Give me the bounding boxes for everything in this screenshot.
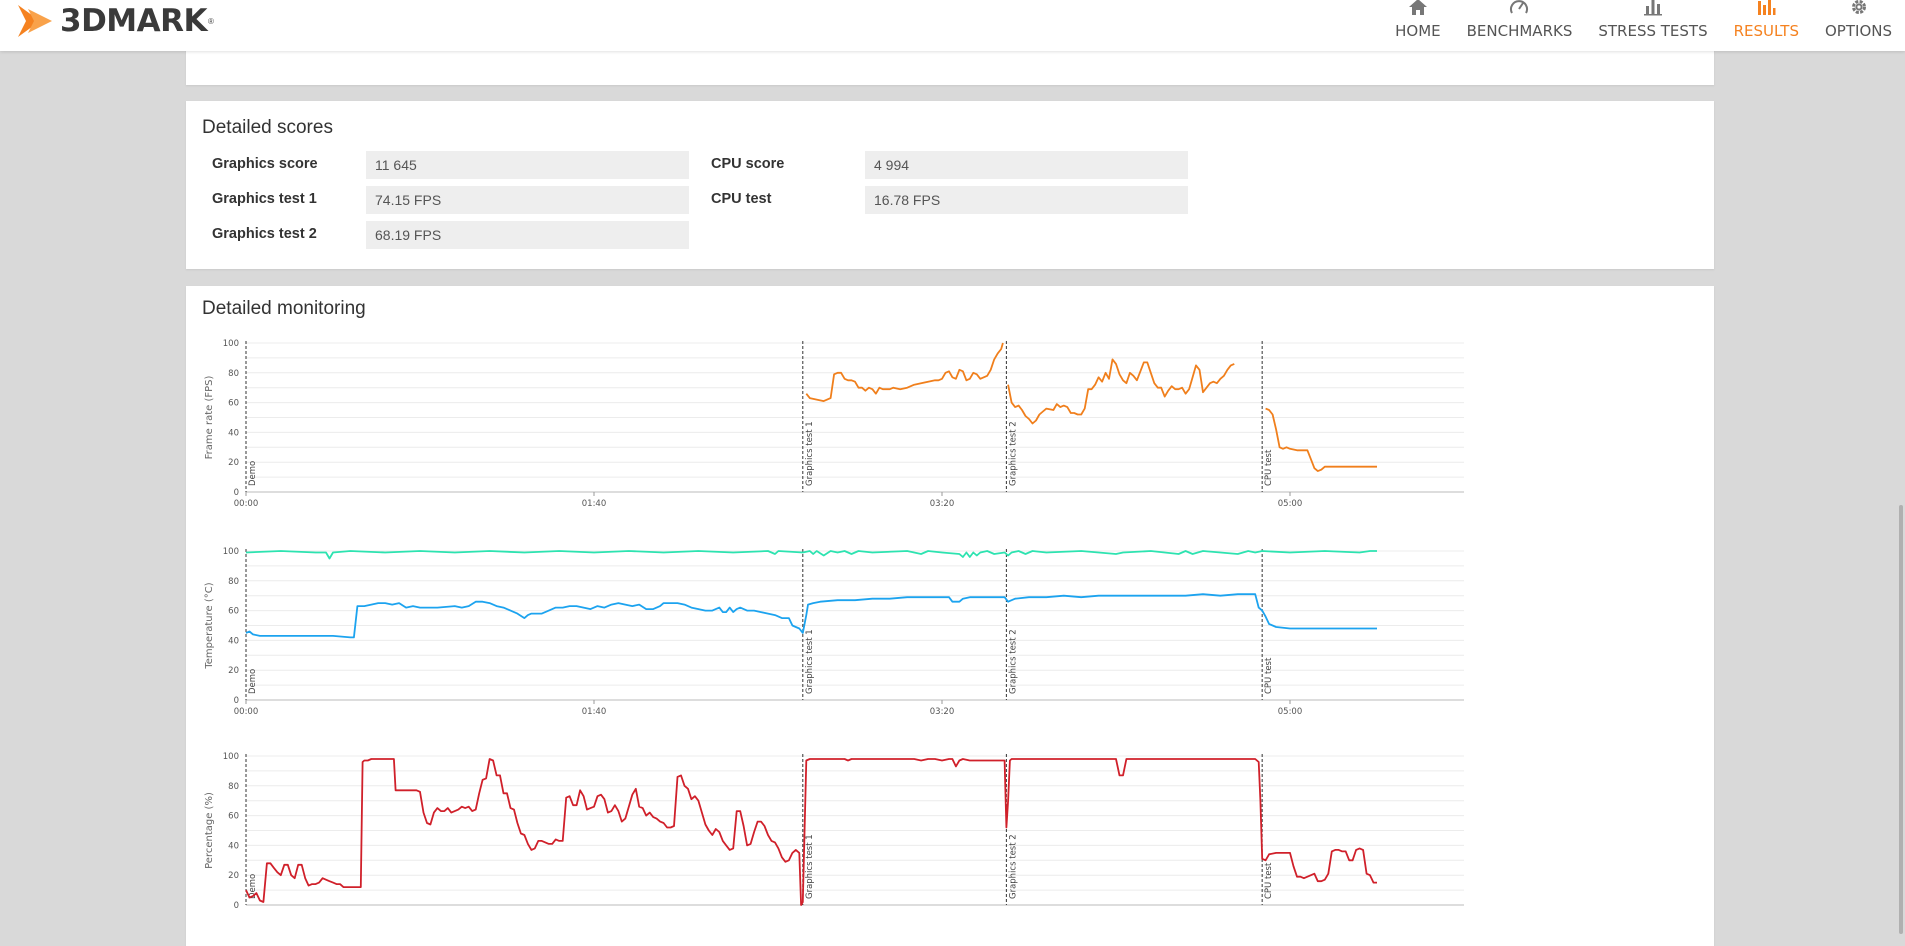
graphics-test2-value: 68.19 FPS [366, 221, 689, 249]
y-tick-label: 40 [228, 636, 239, 646]
detailed-monitoring-panel: Detailed monitoring 0 20 40 60 80 100 Frame ra… [186, 286, 1714, 946]
y-tick-label: 0 [234, 696, 239, 706]
section-marker-label: CPU test [1264, 657, 1274, 694]
x-tick-label: 01:40 [582, 707, 607, 717]
page-scrollbar[interactable] [1899, 505, 1903, 934]
graphics-score-value: 11 645 [366, 151, 689, 179]
cpu-test-value: 16.78 FPS [865, 186, 1188, 214]
y-tick-label: 60 [228, 399, 239, 409]
section-marker-label: Graphics test 1 [805, 834, 815, 899]
home-icon [1408, 0, 1428, 18]
detailed-scores-title: Detailed scores [202, 117, 333, 138]
section-marker-label: CPU test [1264, 449, 1274, 486]
y-axis-label: Temperature (°C) [204, 582, 215, 669]
y-axis-label: Percentage (%) [204, 792, 215, 869]
section-marker-label: Demo [248, 669, 258, 694]
3dmark-flame-icon [18, 5, 52, 37]
detailed-scores-panel: Detailed scores Graphics score 11 645 Gr… [186, 101, 1714, 269]
nav-stress-tests[interactable]: STRESS TESTS [1585, 0, 1720, 51]
nav-results[interactable]: RESULTS [1721, 0, 1812, 51]
main-nav: HOME BENCHMARKS STRESS TESTS RESULTS OPT… [1382, 0, 1905, 51]
graphics-test1-value: 74.15 FPS [366, 186, 689, 214]
series-line [245, 550, 1377, 560]
section-marker-label: Graphics test 1 [805, 421, 815, 486]
y-tick-label: 20 [228, 458, 239, 468]
nav-home[interactable]: HOME [1382, 0, 1454, 51]
bar-chart-icon [1643, 0, 1663, 18]
gear-icon [1849, 0, 1869, 18]
y-tick-label: 20 [228, 666, 239, 676]
graphics-score-label: Graphics score [212, 156, 318, 172]
y-tick-label: 40 [228, 841, 239, 851]
y-tick-label: 60 [228, 607, 239, 617]
3dmark-logo[interactable]: 3DMARK ® [16, 0, 214, 42]
nav-benchmarks-label: BENCHMARKS [1466, 22, 1573, 40]
x-tick-label: 01:40 [582, 499, 607, 509]
nav-benchmarks[interactable]: BENCHMARKS [1454, 0, 1586, 51]
series-line [1265, 407, 1377, 472]
x-tick-label: 00:00 [234, 707, 259, 717]
y-axis-label: Frame rate (FPS) [204, 376, 215, 460]
section-marker-label: Demo [248, 461, 258, 486]
nav-options-label: OPTIONS [1825, 22, 1892, 40]
brand-registered-mark: ® [208, 16, 214, 26]
y-tick-label: 80 [228, 577, 239, 587]
x-tick-label: 05:00 [1278, 707, 1303, 717]
y-tick-label: 80 [228, 782, 239, 792]
graphics-test1-label: Graphics test 1 [212, 191, 317, 207]
y-tick-label: 100 [223, 547, 239, 557]
results-chart-icon [1756, 0, 1776, 18]
nav-home-label: HOME [1395, 22, 1441, 40]
section-marker-label: Demo [248, 874, 258, 899]
graphics-test2-label: Graphics test 2 [212, 226, 317, 242]
x-tick-label: 03:20 [930, 707, 955, 717]
cpu-score-value: 4 994 [865, 151, 1188, 179]
cpu-score-label: CPU score [711, 156, 785, 172]
brand-name: 3DMARK [60, 3, 208, 39]
series-line [245, 758, 1377, 906]
y-tick-label: 20 [228, 871, 239, 881]
detailed-monitoring-title: Detailed monitoring [202, 298, 366, 319]
section-marker-label: Graphics test 2 [1008, 421, 1018, 486]
y-tick-label: 0 [234, 901, 239, 911]
nav-stress-tests-label: STRESS TESTS [1598, 22, 1708, 40]
y-tick-label: 100 [223, 752, 239, 762]
series-line [245, 593, 1377, 639]
y-tick-label: 80 [228, 369, 239, 379]
monitoring-charts: 0 20 40 60 80 100 Frame rate (FPS) 00:00 01:40 03… [204, 339, 1464, 911]
cpu-test-label: CPU test [711, 191, 772, 207]
y-tick-label: 100 [223, 339, 239, 349]
nav-results-label: RESULTS [1733, 22, 1799, 40]
series-line [1007, 358, 1235, 425]
x-tick-label: 03:20 [930, 499, 955, 509]
speedometer-icon [1509, 0, 1529, 18]
y-tick-label: 40 [228, 428, 239, 438]
y-tick-label: 0 [234, 488, 239, 498]
x-tick-label: 05:00 [1278, 499, 1303, 509]
section-marker-label: CPU test [1264, 862, 1274, 899]
x-tick-label: 00:00 [234, 499, 259, 509]
section-marker-label: Graphics test 2 [1008, 834, 1018, 899]
section-marker-label: Graphics test 1 [805, 629, 815, 694]
nav-options[interactable]: OPTIONS [1812, 0, 1905, 51]
section-marker-label: Graphics test 2 [1008, 629, 1018, 694]
top-navigation-bar: 3DMARK ® HOME BENCHMARKS STRESS TESTS RES… [0, 0, 1905, 51]
y-tick-label: 60 [228, 812, 239, 822]
series-line [805, 342, 1004, 402]
